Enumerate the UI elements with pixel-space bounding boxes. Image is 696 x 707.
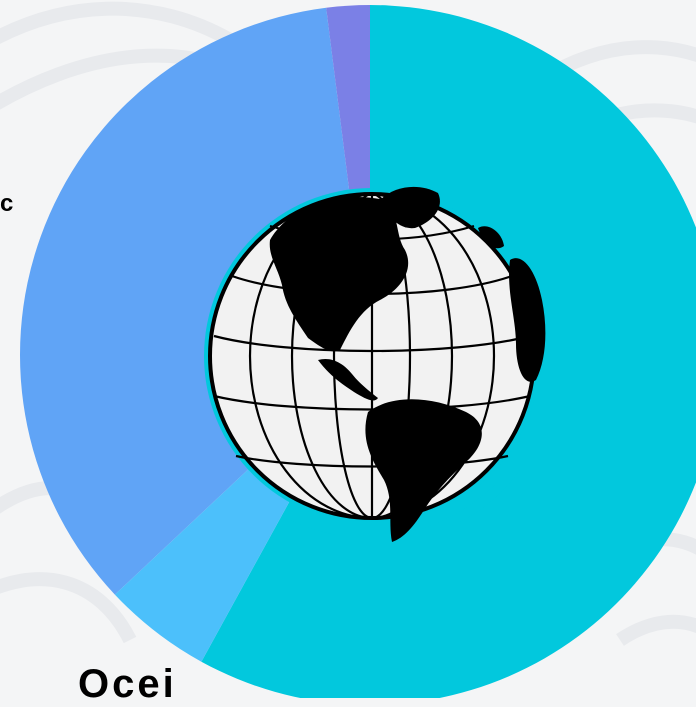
globe-icon: [204, 186, 546, 542]
label-fragment-bottom: Ocei: [78, 662, 177, 706]
pie-slice-3: [19, 7, 371, 595]
label-fragment-top-left: c: [0, 190, 14, 217]
